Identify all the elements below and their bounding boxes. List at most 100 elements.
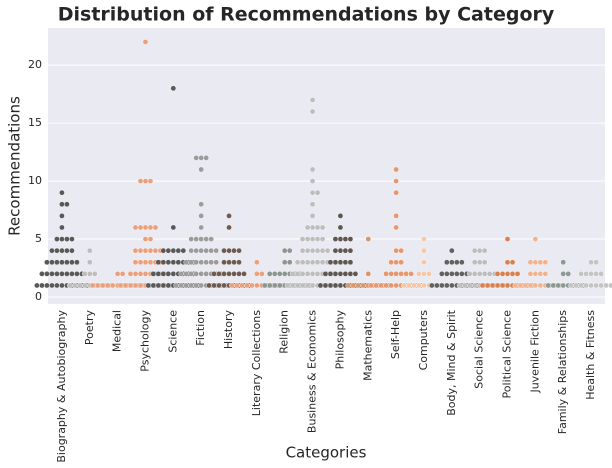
point	[142, 224, 149, 231]
point	[150, 282, 157, 289]
point	[527, 259, 534, 266]
point	[421, 236, 427, 242]
point	[459, 259, 465, 266]
point	[147, 178, 154, 184]
point	[175, 247, 182, 254]
point	[69, 259, 75, 266]
point	[542, 271, 549, 277]
point	[119, 271, 126, 277]
point	[132, 224, 139, 231]
point	[393, 166, 399, 173]
point	[150, 271, 157, 277]
point	[393, 189, 399, 196]
point	[378, 282, 384, 289]
point	[368, 282, 374, 289]
point	[573, 282, 579, 289]
point	[142, 178, 149, 184]
point	[193, 155, 199, 161]
y-tick-label: 0	[35, 290, 42, 303]
point	[165, 247, 172, 254]
point	[309, 189, 316, 196]
point	[532, 236, 539, 242]
point	[271, 271, 278, 277]
point	[49, 247, 55, 254]
point	[504, 271, 511, 277]
point	[147, 247, 154, 254]
point	[365, 236, 372, 242]
point	[213, 259, 219, 266]
point	[388, 259, 394, 266]
point	[59, 271, 65, 277]
point	[266, 271, 273, 277]
point	[550, 282, 557, 289]
point	[532, 282, 539, 289]
point	[127, 271, 134, 277]
point	[309, 201, 316, 208]
point	[198, 166, 204, 173]
point	[537, 282, 544, 289]
point	[142, 247, 149, 254]
x-tick-label: Literary Collections	[250, 310, 263, 416]
point	[289, 282, 296, 289]
point	[94, 282, 101, 289]
point	[299, 247, 306, 254]
point	[309, 213, 316, 219]
point	[466, 271, 473, 277]
point	[439, 271, 445, 277]
point	[499, 271, 506, 277]
point	[208, 259, 214, 266]
point	[142, 236, 149, 242]
point	[69, 271, 75, 277]
point	[522, 282, 529, 289]
point	[342, 236, 349, 242]
point	[117, 282, 124, 289]
point	[578, 282, 584, 289]
point	[89, 282, 96, 289]
point	[114, 271, 121, 277]
point	[54, 236, 60, 242]
point	[568, 282, 574, 289]
point	[152, 247, 159, 254]
point	[309, 166, 316, 173]
point	[456, 282, 463, 289]
point	[481, 271, 488, 277]
point	[229, 282, 235, 289]
point	[504, 259, 511, 266]
point	[486, 271, 493, 277]
point	[347, 236, 354, 242]
point	[314, 189, 321, 196]
point	[449, 247, 455, 254]
point	[309, 236, 316, 242]
point	[309, 108, 316, 115]
point	[198, 271, 204, 277]
point	[365, 271, 372, 277]
point	[86, 259, 93, 266]
point	[332, 247, 339, 254]
x-tick-label: Social Science	[473, 310, 486, 389]
point	[155, 259, 162, 266]
point	[127, 282, 134, 289]
y-tick-label: 20	[28, 58, 42, 71]
point	[44, 282, 50, 289]
point	[236, 271, 242, 277]
point	[421, 259, 427, 266]
point	[454, 271, 460, 277]
point	[54, 282, 60, 289]
point	[327, 259, 334, 266]
point	[393, 282, 399, 289]
point	[342, 271, 349, 277]
point	[416, 271, 422, 277]
point	[203, 236, 209, 242]
point	[479, 282, 486, 289]
x-tick-label: Fiction	[194, 310, 207, 346]
point	[231, 247, 237, 254]
point	[406, 282, 412, 289]
point	[226, 259, 232, 266]
point	[289, 271, 296, 277]
point	[322, 271, 329, 277]
point	[578, 271, 584, 277]
point	[86, 271, 93, 277]
point	[421, 271, 427, 277]
point	[449, 259, 455, 266]
point	[231, 259, 237, 266]
